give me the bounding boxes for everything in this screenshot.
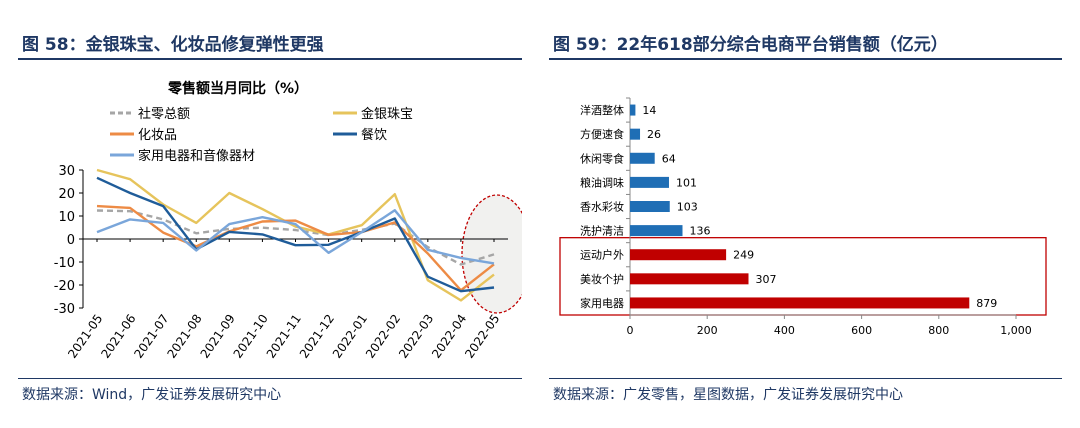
legend-label: 金银珠宝: [361, 106, 413, 122]
right-source-note: 数据来源：广发零售，星图数据，广发证券发展研究中心: [553, 387, 903, 403]
legend-label: 社零总额: [138, 106, 190, 122]
bar: [630, 201, 670, 212]
bar: [630, 176, 669, 188]
category-label: 方便速食: [580, 127, 624, 141]
right-title-rule: [549, 58, 1062, 60]
left-source-rule: [18, 378, 522, 379]
bar-chart: 洋酒整体 14 方便速食 26 休闲零食 64 粮油调味 101 香水彩妆 103 洗护清洁 136 运…: [559, 97, 1047, 337]
bar-value-label: 26: [647, 128, 661, 141]
category-label: 香水彩妆: [580, 201, 624, 214]
right-figure-title: 图 59：22年618部分综合电商平台销售额（亿元）: [553, 35, 948, 55]
y-tick-label: -30: [54, 302, 75, 317]
bar-x-tick-label: 1,000: [1000, 324, 1032, 337]
right-source-rule: [549, 378, 1062, 379]
bar-value-label: 307: [756, 273, 777, 286]
y-tick-label: -10: [54, 256, 75, 271]
series-line-1: [96, 209, 495, 266]
bar-value-label: 136: [689, 225, 710, 238]
y-tick-label: 10: [58, 210, 75, 225]
bar-value-label: 101: [676, 176, 697, 189]
bar-x-tick-label: 800: [928, 324, 949, 337]
category-label: 洗护清洁: [580, 224, 624, 238]
category-label: 美妆个护: [580, 272, 624, 286]
category-label: 洋酒整体: [580, 103, 624, 117]
left-source-note: 数据来源：Wind，广发证券发展研究中心: [22, 387, 282, 403]
category-label: 运动户外: [580, 248, 624, 262]
left-figure-title: 图 58：金银珠宝、化妆品修复弹性更强: [22, 35, 324, 55]
bar: [630, 104, 636, 116]
y-tick-label: 30: [58, 164, 75, 179]
category-label: 家用电器: [580, 296, 624, 310]
bar: [630, 297, 970, 309]
bar-x-tick-label: 400: [774, 324, 795, 337]
left-title-rule: [18, 58, 522, 60]
series-line-4: [96, 176, 495, 293]
bar-value-label: 14: [642, 104, 656, 117]
category-label: 休闲零食: [580, 151, 624, 165]
bar-value-label: 103: [677, 201, 698, 214]
legend-label: 家用电器和音像器材: [138, 148, 255, 164]
category-label: 粮油调味: [580, 175, 624, 189]
bar-value-label: 64: [662, 152, 676, 165]
y-tick-label: 0: [67, 233, 75, 248]
bar-x-tick-label: 0: [627, 324, 634, 337]
bar: [630, 225, 683, 237]
y-tick-label: 20: [58, 187, 75, 202]
series-line-5: [96, 209, 495, 265]
bar-x-tick-label: 200: [697, 324, 718, 337]
bar: [630, 249, 727, 261]
bar: [630, 128, 641, 140]
bar: [630, 273, 749, 285]
line-chart-title: 零售额当月同比（%）: [167, 80, 308, 97]
bar-value-label: 879: [976, 297, 997, 310]
bar-x-tick-label: 600: [851, 324, 872, 337]
legend-label: 化妆品: [138, 128, 177, 143]
bar-value-label: 249: [733, 249, 754, 262]
bar: [630, 152, 655, 164]
y-tick-label: -20: [54, 279, 75, 294]
series-line-2: [96, 168, 495, 302]
legend-label: 餐饮: [361, 127, 387, 143]
series-line-3: [96, 204, 495, 292]
